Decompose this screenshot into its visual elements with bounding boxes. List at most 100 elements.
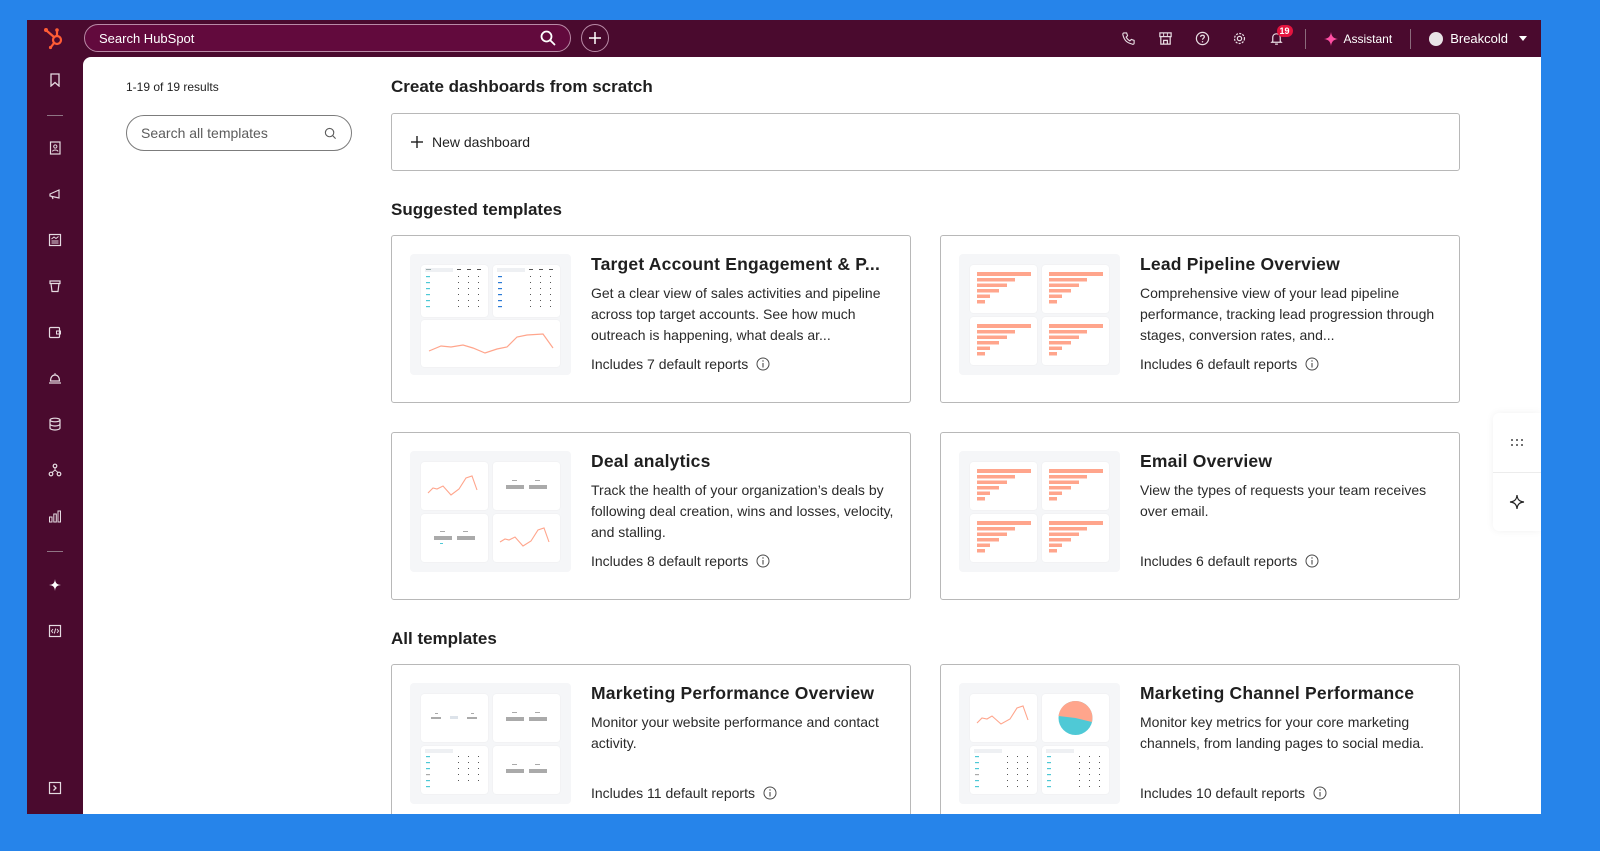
nav-marketing[interactable]: [27, 179, 83, 209]
template-preview-thumbnail: [959, 451, 1120, 572]
funnel-chart-preview: [970, 265, 1037, 313]
template-title: Marketing Channel Performance: [1140, 683, 1415, 703]
nav-divider: [47, 551, 63, 552]
template-title: Lead Pipeline Overview: [1140, 254, 1340, 274]
account-name: Breakcold: [1450, 31, 1508, 46]
template-card-target-account[interactable]: Target Account Engagement & P... Get a c…: [391, 235, 911, 403]
funnel-chart-preview: [970, 514, 1037, 562]
nav-data-management[interactable]: [27, 409, 83, 439]
nav-crm-contacts[interactable]: [27, 133, 83, 163]
template-card-marketing-channel[interactable]: Marketing Channel Performance Monitor ke…: [940, 664, 1460, 814]
nav-breeze-ai[interactable]: [27, 570, 83, 600]
create-section-title: Create dashboards from scratch: [391, 77, 653, 96]
template-card-lead-pipeline[interactable]: Lead Pipeline Overview Comprehensive vie…: [940, 235, 1460, 403]
new-dashboard-button[interactable]: New dashboard: [391, 113, 1460, 171]
app-window: Search HubSpot 19: [27, 20, 1541, 814]
nav-commerce[interactable]: [27, 271, 83, 301]
global-search-input[interactable]: Search HubSpot: [84, 24, 571, 52]
search-icon: [324, 127, 337, 139]
plus-icon: [411, 136, 423, 148]
nav-development[interactable]: [27, 616, 83, 646]
bell-icon: [1269, 33, 1283, 45]
assistant-button[interactable]: Assistant: [1316, 31, 1401, 46]
template-report-count: Includes 8 default reports: [591, 553, 770, 569]
template-card-email-overview[interactable]: Email Overview View the types of request…: [940, 432, 1460, 600]
marketplace-icon: [1158, 32, 1172, 45]
marketplace-button[interactable]: [1147, 20, 1184, 57]
new-dashboard-label: New dashboard: [432, 134, 531, 150]
account-menu[interactable]: Breakcold: [1421, 31, 1541, 46]
nav-divider: [47, 115, 63, 116]
nav-expand-button[interactable]: [27, 773, 83, 803]
table-preview: [421, 746, 488, 794]
pie-chart-preview: [1042, 694, 1109, 742]
grid-dots-icon: [1511, 438, 1523, 446]
phone-icon: [1121, 32, 1135, 45]
template-description: Monitor your website performance and con…: [591, 714, 879, 751]
settings-button[interactable]: [1221, 20, 1258, 57]
template-description: Comprehensive view of your lead pipeline…: [1140, 285, 1435, 343]
line-chart-preview: [421, 462, 488, 510]
template-preview-thumbnail: [959, 683, 1120, 804]
ai-assistant-button[interactable]: [1493, 472, 1541, 531]
template-report-count: Includes 7 default reports: [591, 356, 770, 372]
info-icon[interactable]: [763, 786, 777, 800]
apps-grid-button[interactable]: [1493, 413, 1541, 472]
info-icon[interactable]: [1313, 786, 1327, 800]
ai-sparkle-icon: [49, 579, 61, 591]
assistant-label: Assistant: [1343, 31, 1393, 46]
report-count-label: Includes 6 default reports: [1140, 356, 1298, 372]
hubspot-logo-icon[interactable]: [41, 25, 67, 51]
report-count-label: Includes 8 default reports: [591, 553, 749, 569]
template-report-count: Includes 10 default reports: [1140, 785, 1327, 801]
nav-automation[interactable]: [27, 455, 83, 485]
template-preview-thumbnail: [410, 451, 571, 572]
template-preview-thumbnail: [410, 254, 571, 375]
workflow-icon: [48, 463, 62, 477]
floating-side-panel: [1493, 413, 1541, 531]
left-navigation: [27, 57, 83, 814]
service-bell-icon: [49, 373, 61, 384]
search-icon[interactable]: [540, 30, 556, 46]
funnel-chart-preview: [970, 317, 1037, 365]
template-report-count: Includes 6 default reports: [1140, 356, 1319, 372]
template-title: Marketing Performance Overview: [591, 683, 875, 703]
wallet-icon: [48, 326, 61, 339]
template-card-marketing-performance[interactable]: Marketing Performance Overview Monitor y…: [391, 664, 911, 814]
report-count-label: Includes 7 default reports: [591, 356, 749, 372]
template-search-placeholder: Search all templates: [141, 125, 268, 141]
nav-sales[interactable]: [27, 317, 83, 347]
info-icon[interactable]: [1305, 554, 1319, 568]
sparkle-outline-icon: [1509, 494, 1525, 510]
info-icon[interactable]: [756, 554, 770, 568]
suggested-section-title: Suggested templates: [391, 200, 562, 219]
plus-icon: [589, 32, 601, 44]
help-button[interactable]: [1184, 20, 1221, 57]
notifications-button[interactable]: 19: [1258, 20, 1295, 57]
top-navigation-bar: Search HubSpot 19: [27, 20, 1541, 57]
info-icon[interactable]: [1305, 357, 1319, 371]
funnel-chart-preview: [1042, 265, 1109, 313]
nav-bookmarks[interactable]: [27, 65, 83, 95]
info-icon[interactable]: [756, 357, 770, 371]
calling-button[interactable]: [1110, 20, 1147, 57]
all-templates-section-title: All templates: [391, 629, 497, 648]
code-icon: [48, 624, 62, 638]
nav-service[interactable]: [27, 363, 83, 393]
create-new-button[interactable]: [581, 24, 609, 52]
template-description: View the types of requests your team rec…: [1140, 482, 1427, 519]
template-card-deal-analytics[interactable]: Deal analytics Track the health of your …: [391, 432, 911, 600]
content-icon: [48, 233, 62, 247]
nav-reporting[interactable]: [27, 501, 83, 531]
divider: [1304, 28, 1306, 49]
template-description: Get a clear view of sales activities and…: [591, 285, 881, 343]
nav-content[interactable]: [27, 225, 83, 255]
main-content: 1-19 of 19 results Search all templates …: [83, 57, 1541, 814]
bookmark-icon: [50, 73, 60, 87]
kpi-preview: [493, 694, 560, 742]
template-search-input[interactable]: Search all templates: [126, 115, 352, 151]
kpi-preview: [421, 514, 488, 562]
sparkle-icon: [1323, 31, 1338, 46]
expand-sidebar-icon: [48, 781, 62, 795]
database-icon: [49, 417, 61, 431]
